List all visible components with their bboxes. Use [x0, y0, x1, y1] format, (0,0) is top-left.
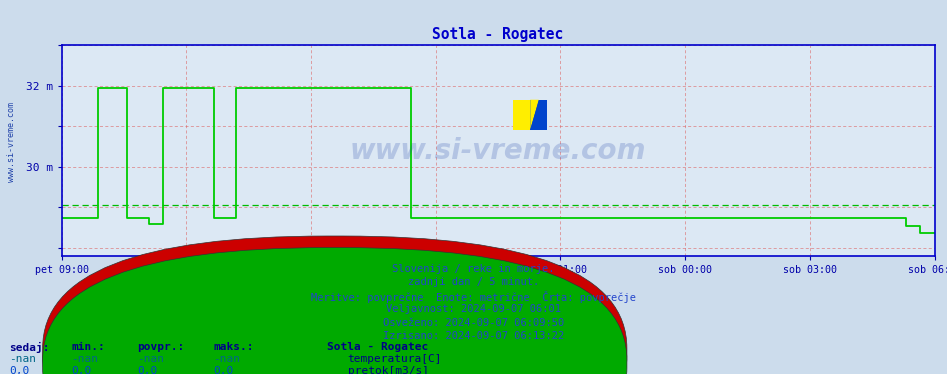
Text: www.si-vreme.com: www.si-vreme.com — [349, 137, 647, 165]
Text: Osveženo: 2024-09-07 06:09:50: Osveženo: 2024-09-07 06:09:50 — [383, 318, 564, 328]
Title: Sotla - Rogatec: Sotla - Rogatec — [433, 27, 563, 42]
Text: -nan: -nan — [71, 354, 98, 364]
Text: sedaj:: sedaj: — [9, 342, 50, 353]
Text: 0,0: 0,0 — [213, 366, 233, 374]
Text: povpr.:: povpr.: — [137, 342, 185, 352]
Text: temperatura[C]: temperatura[C] — [348, 354, 442, 364]
Bar — [530, 100, 547, 130]
Text: Meritve: povprečne  Enote: metrične  Črta: povprečje: Meritve: povprečne Enote: metrične Črta:… — [311, 291, 636, 303]
Text: -nan: -nan — [137, 354, 165, 364]
Text: maks.:: maks.: — [213, 342, 254, 352]
Bar — [513, 100, 530, 130]
Text: -nan: -nan — [213, 354, 241, 364]
Text: Sotla - Rogatec: Sotla - Rogatec — [327, 342, 428, 352]
Polygon shape — [530, 100, 539, 130]
Text: zadnji dan / 5 minut.: zadnji dan / 5 minut. — [408, 277, 539, 287]
Text: Slovenija / reke in morje.: Slovenija / reke in morje. — [392, 264, 555, 274]
Text: pretok[m3/s]: pretok[m3/s] — [348, 366, 429, 374]
Text: Izrisano: 2024-09-07 06:13:22: Izrisano: 2024-09-07 06:13:22 — [383, 331, 564, 341]
Text: -nan: -nan — [9, 354, 37, 364]
Text: 0,0: 0,0 — [137, 366, 157, 374]
Text: 0,0: 0,0 — [9, 366, 29, 374]
Text: min.:: min.: — [71, 342, 105, 352]
Text: www.si-vreme.com: www.si-vreme.com — [7, 102, 16, 182]
Text: Veljavnost: 2024-09-07 06:01: Veljavnost: 2024-09-07 06:01 — [386, 304, 561, 314]
Polygon shape — [530, 100, 539, 130]
Text: 0,0: 0,0 — [71, 366, 91, 374]
